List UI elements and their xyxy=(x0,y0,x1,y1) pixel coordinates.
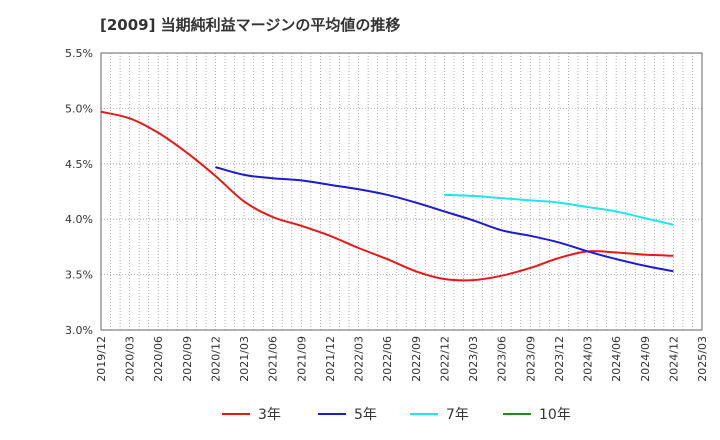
x-tick-label: 2024/03 xyxy=(582,336,595,382)
x-tick-label: 2021/09 xyxy=(295,336,308,382)
x-tick-label: 2023/09 xyxy=(524,336,537,382)
x-tick-label: 2022/06 xyxy=(381,336,394,382)
y-tick-label: 5.0% xyxy=(65,102,93,115)
series-line-2 xyxy=(215,166,674,273)
y-tick-label: 3.0% xyxy=(65,324,93,337)
series-lines xyxy=(100,110,674,282)
legend-label: 7年 xyxy=(446,407,469,423)
x-tick-label: 2023/03 xyxy=(467,336,480,382)
series-line-3 xyxy=(444,193,674,226)
x-tick-label: 2020/03 xyxy=(124,336,137,382)
x-tick-label: 2021/03 xyxy=(238,336,251,382)
series-line-1 xyxy=(100,110,674,282)
y-tick-label: 4.0% xyxy=(65,213,93,226)
x-tick-label: 2021/12 xyxy=(324,336,337,382)
x-tick-label: 2020/09 xyxy=(181,336,194,382)
x-tick-label: 2019/12 xyxy=(95,336,108,382)
x-tick-label: 2024/09 xyxy=(639,336,652,382)
plot-frame xyxy=(100,52,703,331)
legend-label: 3年 xyxy=(258,407,281,423)
y-tick-label: 3.5% xyxy=(65,269,93,282)
x-tick-label: 2023/06 xyxy=(496,336,509,382)
grid xyxy=(101,53,702,330)
x-tick-label: 2022/12 xyxy=(438,336,451,382)
chart-title: [2009] 当期純利益マージンの平均値の推移 xyxy=(100,16,401,34)
x-tick-label: 2020/06 xyxy=(152,336,165,382)
legend-label: 10年 xyxy=(539,407,571,423)
x-tick-label: 2022/03 xyxy=(353,336,366,382)
x-tick-label: 2021/06 xyxy=(267,336,280,382)
x-tick-label: 2020/12 xyxy=(209,336,222,382)
y-tick-label: 4.5% xyxy=(65,158,93,171)
x-tick-label: 2024/12 xyxy=(667,336,680,382)
axes: 3.0% 3.5% 4.0% 4.5% 5.0% 5.5% 2019/12 2020/03 20… xyxy=(65,47,709,382)
x-tick-label: 2024/06 xyxy=(610,336,623,382)
legend-label: 5年 xyxy=(354,407,377,423)
x-tick-label: 2023/12 xyxy=(553,336,566,382)
x-tick-label: 2025/03 xyxy=(696,336,709,382)
y-tick-label: 5.5% xyxy=(65,47,93,60)
legend: 3年 5年 7年 10年 xyxy=(222,407,571,423)
x-tick-label: 2022/09 xyxy=(410,336,423,382)
